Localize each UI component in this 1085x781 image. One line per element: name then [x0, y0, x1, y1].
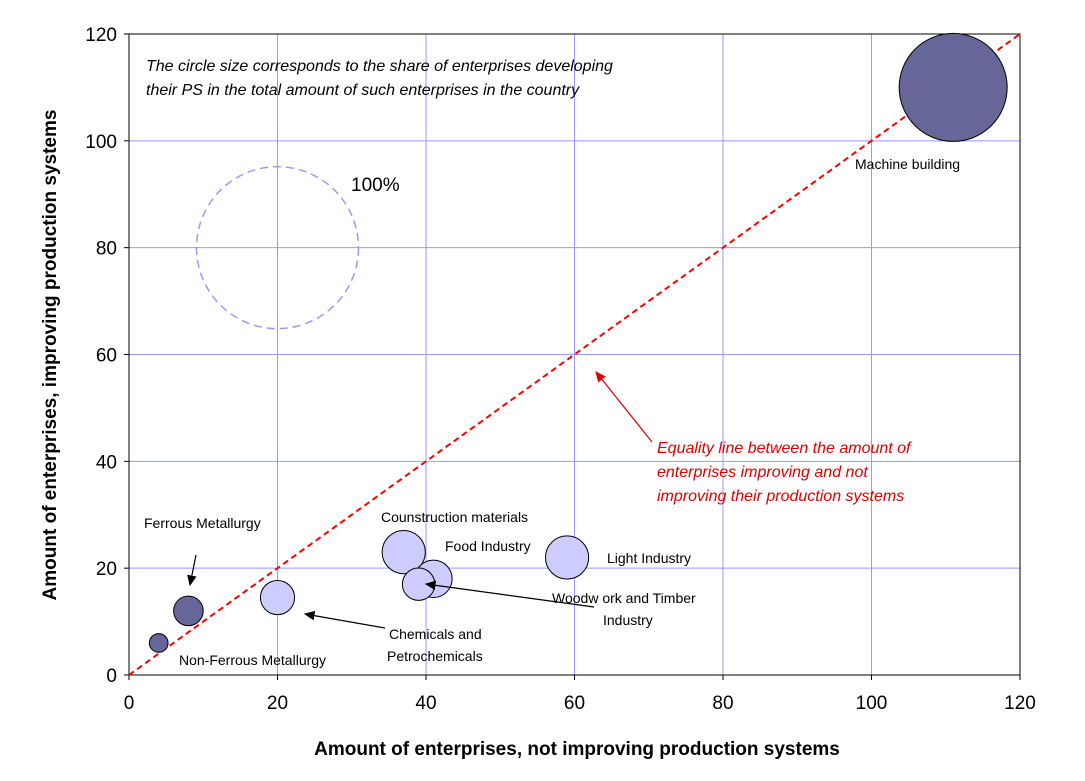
bubble-chemicals-and-petrochemicals	[259, 579, 296, 616]
bubble-non-ferrous-metallurgy	[148, 633, 169, 653]
x-tick-label: 0	[124, 693, 135, 714]
label-chemicals-line-2: Petrochemicals	[387, 648, 483, 664]
bubble-layer	[148, 32, 1008, 653]
reference-circle-label: 100%	[351, 175, 400, 196]
equality-line-layer	[128, 33, 1021, 676]
label-machine-building: Machine building	[855, 156, 960, 172]
x-tick-label: 40	[415, 693, 436, 714]
arrow-layer	[187, 371, 653, 629]
bubble-size-note-line-2: their PS in the total amount of such ent…	[146, 82, 580, 99]
equality-note-line-3: improving their production systems	[657, 488, 904, 505]
y-tick-label: 80	[96, 239, 117, 260]
ticks-layer: 0 20 40 60 80 100 120 0 20 40 60 80 100 120	[85, 25, 1036, 714]
y-tick-label: 40	[96, 452, 117, 473]
x-tick-label: 100	[856, 693, 888, 714]
reference-circle-layer	[195, 165, 360, 330]
bubble-light-industry	[544, 535, 590, 580]
label-construction-materials: Counstruction materials	[381, 509, 528, 525]
y-tick-label: 60	[96, 346, 117, 367]
arrow-chemicals	[303, 610, 386, 629]
y-tick-label: 120	[85, 25, 117, 46]
label-woodwork-line-1: Woodw ork and Timber	[552, 590, 696, 606]
bubble-counstruction-materials	[381, 530, 426, 575]
bubble-ferrous-metallurgy	[173, 595, 204, 627]
y-tick-label: 0	[106, 666, 117, 687]
y-tick-label: 20	[96, 559, 117, 580]
arrow-woodwork	[424, 580, 595, 608]
bubble-size-note-line-1: The circle size corresponds to the share…	[146, 58, 613, 75]
y-tick-label: 100	[85, 132, 117, 153]
x-tick-label: 20	[267, 693, 288, 714]
label-non-ferrous-metallurgy: Non-Ferrous Metallurgy	[179, 652, 326, 668]
label-chemicals-line-1: Chemicals and	[389, 626, 482, 642]
x-tick-label: 80	[712, 693, 733, 714]
arrow-equality-line	[595, 371, 653, 443]
x-axis-title: Amount of enterprises, not improving pro…	[314, 739, 840, 760]
equality-note-line-1: Equality line between the amount of	[657, 440, 912, 457]
x-tick-label: 60	[564, 693, 585, 714]
y-axis-title: Amount of enterprises, improving product…	[40, 110, 61, 601]
equality-line	[128, 33, 1021, 676]
label-woodwork-line-2: Industry	[603, 612, 653, 628]
bubble-machine-building	[898, 32, 1008, 142]
label-food-industry: Food Industry	[445, 538, 531, 554]
label-ferrous-metallurgy: Ferrous Metallurgy	[144, 515, 261, 531]
arrow-ferrous-metallurgy	[187, 554, 197, 587]
label-light-industry: Light Industry	[607, 550, 691, 566]
reference-circle-100-percent	[195, 165, 360, 330]
x-tick-label: 120	[1004, 693, 1036, 714]
equality-note-line-2: enterprises improving and not	[657, 464, 868, 481]
